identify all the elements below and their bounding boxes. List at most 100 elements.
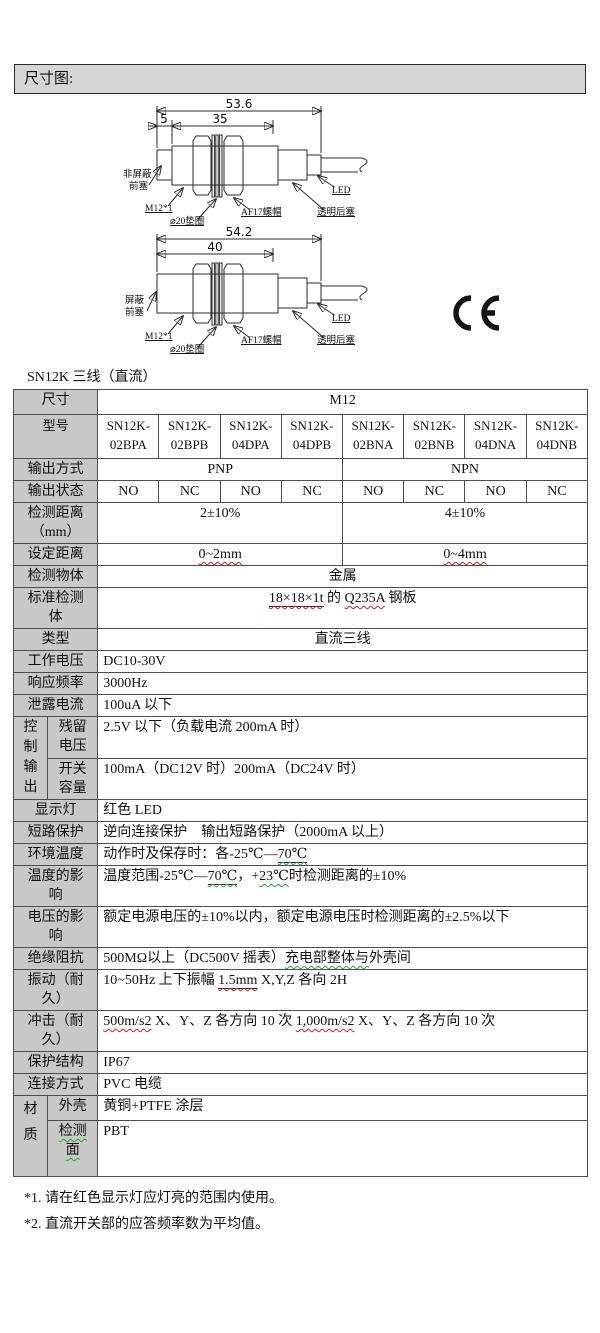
footnote-2: *2. 直流开关部的应答频率数为平均值。 <box>24 1217 269 1232</box>
dim-front-label: 5 <box>160 112 168 126</box>
standard-object-value: 18×18×1t 的 Q235A 钢板 <box>97 587 588 629</box>
led-label: LED <box>332 186 351 196</box>
row-label-housing: 外壳 <box>47 1095 99 1121</box>
row-label-ambient-temp: 环境温度 <box>12 843 99 866</box>
row-label-voltage-effect: 电压的影 响 <box>12 906 99 948</box>
response-freq-value: 3000Hz <box>97 672 588 695</box>
row-label-working-voltage: 工作电压 <box>12 650 99 673</box>
row-label-standard-object: 标准检测 体 <box>12 587 99 629</box>
model-value: SN12K- 02BPB <box>158 414 221 459</box>
temp-effect-wavy2: 23℃ <box>259 869 289 884</box>
row-label-set-distance: 设定距离 <box>12 543 99 566</box>
front-plug-label-line2: 前塞 <box>129 180 149 192</box>
front-plug-label-line2: 前塞 <box>125 306 145 318</box>
model-value: SN12K- 04DNA <box>464 414 527 459</box>
footnotes: *1. 请在红色显示灯应灯亮的范围内使用。 *2. 直流开关部的应答频率数为平均… <box>24 1186 588 1238</box>
model-value: SN12K- 02BPA <box>97 414 160 459</box>
temp-effect-value: 温度范围-25℃—70℃，+23℃时检测距离的±10% <box>97 865 588 907</box>
row-label-model: 型号 <box>12 414 99 459</box>
model-value: SN12K- 02BNB <box>403 414 466 459</box>
voltage-effect-value: 额定电源电压的±10%以内，额定电源电压时检测距离的±2.5%以下 <box>97 906 588 948</box>
spec-table: 尺寸 M12 型号 SN12K- 02BPA SN12K- 02BPB SN12… <box>12 389 589 1177</box>
row-label-control-output: 控 制 输 出 <box>12 716 49 800</box>
dim-total-label: 54.2 <box>226 226 253 239</box>
dimension-section-title: 尺寸图: <box>24 71 74 87</box>
spec-section: SN12K 三线（直流） 尺寸 M12 型号 SN12K- 02BPA SN12… <box>12 366 589 1238</box>
type-value: 直流三线 <box>97 628 588 651</box>
protection-value: IP67 <box>97 1051 588 1074</box>
spec-table-title: SN12K 三线（直流） <box>27 370 157 385</box>
output-state-value: NO <box>97 480 160 503</box>
row-label-shock: 冲击（耐 久） <box>12 1010 99 1052</box>
vibration-value: 10~50Hz 上下振幅 1.5mm X,Y,Z 各向 2H <box>97 969 588 1011</box>
insulation-post: 外壳间 <box>368 951 411 966</box>
sensor-drawing-shielded: 54.2 40 屏蔽 前塞 M12*1 ⌀20垫圈 AF17螺帽 透明后塞 LE… <box>125 226 368 355</box>
ambient-temp-wavy: 70℃ <box>277 847 308 863</box>
temp-effect-post: 时检测距离的±10% <box>288 869 407 884</box>
connection-value: PVC 电缆 <box>97 1073 588 1096</box>
size-value: M12 <box>97 389 588 415</box>
shock-wavy2: 1,000m/s2 <box>295 1014 355 1029</box>
switching-capacity-value: 100mA（DC12V 时）200mA（DC24V 时） <box>97 757 588 800</box>
row-label-connection: 连接方式 <box>12 1073 99 1096</box>
housing-value: 黄铜+PTFE 涂层 <box>97 1095 588 1121</box>
short-protection-value: 逆向连接保护 输出短路保护（2000mA 以上） <box>97 821 588 844</box>
vibration-post: X,Y,Z 各向 2H <box>257 973 348 988</box>
ambient-temp-pre: 动作时及保存时：各-25℃— <box>103 847 278 862</box>
washer-label: ⌀20垫圈 <box>170 215 204 226</box>
thread-spec-label: M12*1 <box>145 332 173 342</box>
nut-label: AF17螺帽 <box>241 206 282 218</box>
sensing-face-value: PBT <box>97 1120 588 1177</box>
sensor-drawing-unshielded: 53.6 5 35 非屏蔽 前塞 M12*1 ⌀20垫圈 AF17螺帽 透明后塞… <box>123 98 368 226</box>
working-voltage-value: DC10-30V <box>97 650 588 673</box>
temp-effect-pre: 温度范围-25℃— <box>103 869 208 884</box>
set-distance-left-text: 0~2mm <box>198 547 242 562</box>
rear-plug-label: 透明后塞 <box>317 206 356 218</box>
front-plug-label-line1: 屏蔽 <box>125 294 145 306</box>
output-state-value: NC <box>403 480 466 503</box>
row-label-insulation: 绝缘阻抗 <box>12 947 99 970</box>
row-label-switching-capacity: 开关 容量 <box>47 757 99 800</box>
insulation-value: 500MΩ以上（DC500V 摇表）充电部整体与外壳间 <box>97 947 588 970</box>
row-label-protection: 保护结构 <box>12 1051 99 1074</box>
thread-spec-label: M12*1 <box>145 204 173 214</box>
dimension-section-header: 尺寸图: <box>14 64 586 94</box>
output-state-value: NO <box>219 480 282 503</box>
row-label-detect-object: 检测物体 <box>12 565 99 588</box>
leakage-current-value: 100uA 以下 <box>97 694 588 717</box>
front-plug-label-line1: 非屏蔽 <box>123 168 152 180</box>
model-value: SN12K- 04DPB <box>280 414 344 459</box>
dim-total-label: 53.6 <box>226 98 253 111</box>
ambient-temp-value: 动作时及保存时：各-25℃—70℃ <box>97 843 588 866</box>
ce-mark-icon <box>453 295 500 331</box>
standard-object-mid: 的 <box>323 591 345 606</box>
shock-value: 500m/s2 X、Y、Z 各方向 10 次 1,000m/s2 X、Y、Z 各… <box>97 1010 588 1052</box>
washer-label: ⌀20垫圈 <box>170 343 204 355</box>
set-distance-right: 0~4mm <box>342 543 588 566</box>
output-mode-pnp: PNP <box>97 458 344 481</box>
footnote-1: *1. 请在红色显示灯应灯亮的范围内使用。 <box>24 1191 283 1206</box>
output-state-value: NC <box>525 480 589 503</box>
output-state-value: NO <box>464 480 527 503</box>
rear-plug-label: 透明后塞 <box>317 334 356 346</box>
residual-voltage-value: 2.5V 以下（负载电流 200mA 时） <box>97 716 588 759</box>
output-state-value: NO <box>342 480 405 503</box>
shock-mid: X、Y、Z 各方向 10 次 <box>151 1014 296 1029</box>
insulation-pre: 500MΩ以上（DC500V 摇表） <box>103 951 285 966</box>
output-state-value: NC <box>280 480 344 503</box>
output-state-value: NC <box>158 480 221 503</box>
indicator-value: 红色 LED <box>97 799 588 822</box>
row-label-short-protection: 短路保护 <box>12 821 99 844</box>
row-label-type: 类型 <box>12 628 99 651</box>
shock-wavy1: 500m/s2 <box>103 1014 152 1029</box>
model-value: SN12K- 04DNB <box>525 414 589 459</box>
standard-object-grade: Q235A <box>344 591 385 606</box>
row-label-material: 材 质 <box>12 1095 49 1177</box>
standard-object-size: 18×18×1t <box>268 591 324 607</box>
standard-object-end: 钢板 <box>384 591 417 606</box>
vibration-pre: 10~50Hz 上下振幅 <box>103 973 219 988</box>
row-label-detect-distance: 检测距离 （mm） <box>12 502 99 544</box>
temp-effect-wavy1: 70℃ <box>207 869 238 885</box>
dim-thread-label: 35 <box>212 112 227 126</box>
